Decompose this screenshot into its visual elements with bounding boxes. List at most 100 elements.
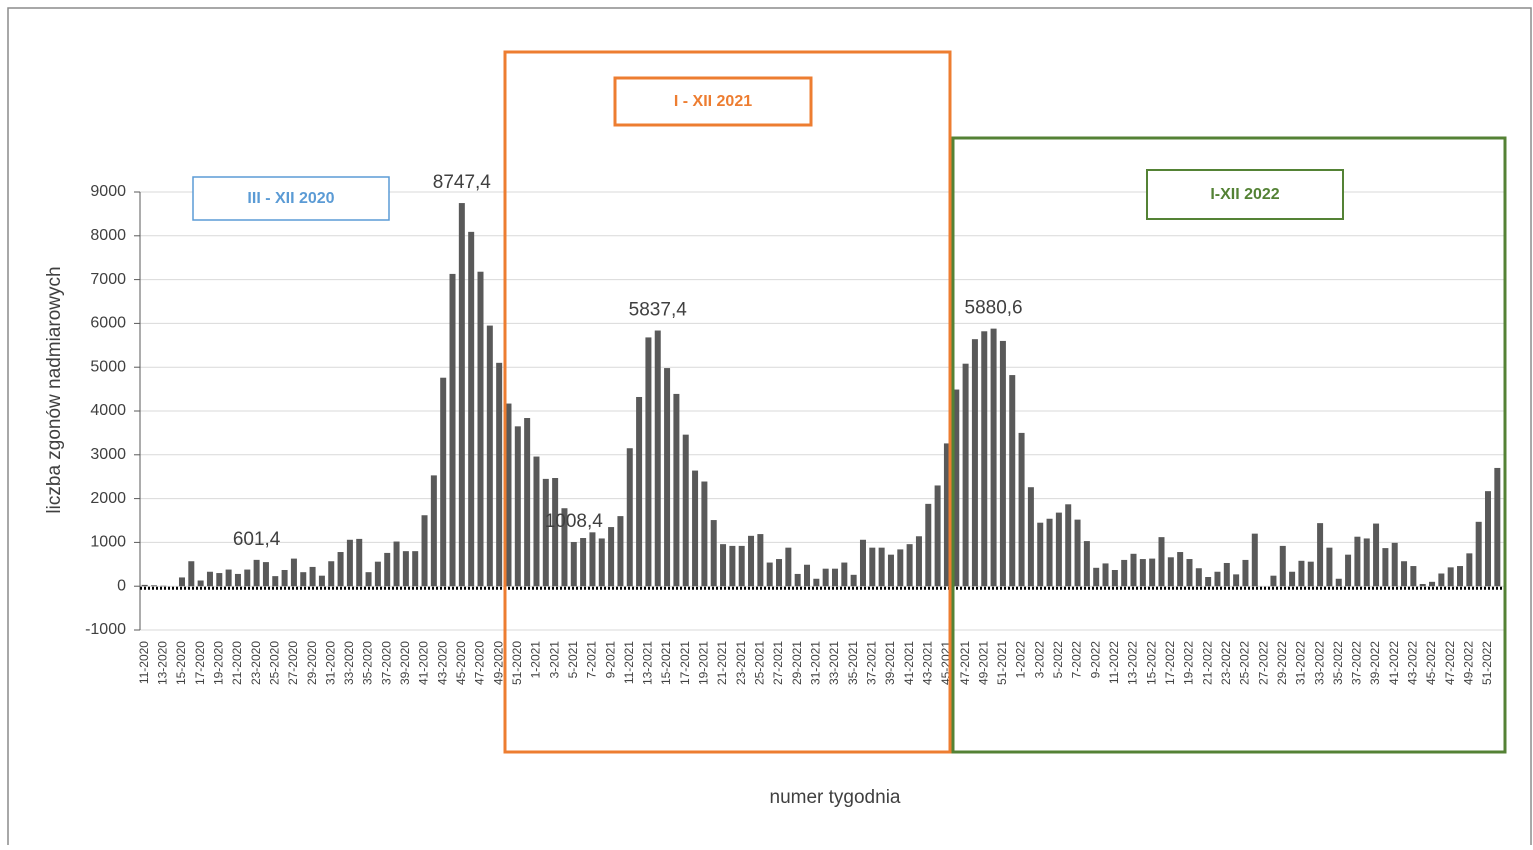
bar [151,585,157,586]
bar [1420,584,1426,586]
bar [515,426,521,586]
x-tick-label: 29-2020 [305,641,319,685]
x-tick-label: 23-2021 [734,641,748,685]
x-tick-label: 47-2022 [1443,641,1457,685]
x-tick-label: 19-2020 [211,641,225,685]
bar [384,553,390,586]
bar [487,326,493,587]
bar [767,563,773,587]
bar [1336,579,1342,586]
bar [636,397,642,586]
bar [1298,561,1304,586]
x-tick-label: 33-2020 [342,641,356,685]
y-tick-label: 6000 [90,315,126,332]
bar [655,331,661,587]
bar [729,546,735,586]
bar [216,573,222,586]
x-tick-label: 25-2021 [753,641,767,685]
x-tick-label: 9-2022 [1088,641,1102,679]
x-tick-label: 15-2020 [174,641,188,685]
bar [1476,522,1482,586]
x-tick-label: 19-2021 [697,641,711,685]
y-tick-label: 8000 [90,227,126,244]
x-tick-label: 45-2020 [454,641,468,685]
bar [440,378,446,586]
bar [617,516,623,586]
bar [543,479,549,586]
bar [478,272,484,586]
x-tick-label: 37-2022 [1350,641,1364,685]
x-tick-label: 27-2020 [286,641,300,685]
bar [1140,559,1146,586]
x-tick-label: 7-2021 [585,641,599,679]
x-tick-label: 37-2021 [864,641,878,685]
y-tick-label: 5000 [90,358,126,375]
bar [1075,520,1081,587]
bar [785,548,791,587]
bar [1009,375,1015,586]
x-tick-label: 39-2021 [883,641,897,685]
bar [869,548,875,587]
bar [198,581,204,587]
y-tick-label: 1000 [90,534,126,551]
bar [1233,574,1239,586]
annotation: I-XII 2022 [1210,186,1279,203]
bar [1252,534,1258,587]
x-axis-title: numer tygodnia [770,787,901,808]
x-tick-label: 11-2020 [137,641,151,684]
bar [1280,546,1286,586]
bar [673,394,679,586]
bar [683,435,689,587]
bar [991,329,997,587]
bar [226,570,232,587]
bar [356,539,362,586]
bar [804,565,810,586]
bar [1326,548,1332,587]
y-axis-title: liczba zgonów nadmiarowych [44,266,65,513]
x-tick-label: 21-2022 [1200,641,1214,685]
bar [1019,433,1025,586]
bar [1149,559,1155,587]
bar [851,575,857,586]
x-tick-label: 11-2021 [622,641,636,684]
x-tick-label: 11-2022 [1107,641,1121,684]
bar [580,538,586,586]
bar [282,570,288,586]
y-tick-label: 3000 [90,446,126,463]
bar [142,585,148,586]
bar [1354,537,1360,586]
x-tick-label: 31-2020 [323,641,337,685]
bar [1466,553,1472,586]
bar [935,485,941,586]
bar [291,559,297,587]
x-tick-label: 23-2022 [1219,641,1233,685]
bar [412,551,418,586]
x-tick-label: 43-2022 [1406,641,1420,685]
bar [1289,572,1295,586]
x-tick-label: 49-2021 [976,641,990,685]
bar [235,574,241,586]
bar [1186,559,1192,586]
x-tick-label: 15-2022 [1144,641,1158,685]
bar [1242,560,1248,586]
bar [1410,566,1416,586]
x-tick-label: 39-2020 [398,641,412,685]
bar [832,569,838,587]
bar [263,562,269,586]
x-tick-label: 51-2020 [510,641,524,685]
bar [459,203,465,586]
x-tick-label: 43-2020 [435,641,449,685]
x-tick-label: 29-2021 [790,641,804,685]
bar [468,232,474,586]
x-tick-label: 33-2022 [1312,641,1326,685]
bar [589,532,595,586]
x-tick-label: 13-2022 [1126,641,1140,685]
data-label: 5837,4 [629,300,688,321]
x-tick-label: 1-2021 [529,641,543,679]
data-label: 601,4 [233,529,281,550]
annotation: III - XII 2020 [247,190,334,207]
x-tick-label: 35-2022 [1331,641,1345,685]
x-tick-label: 21-2021 [715,641,729,685]
x-tick-label: 37-2020 [379,641,393,685]
